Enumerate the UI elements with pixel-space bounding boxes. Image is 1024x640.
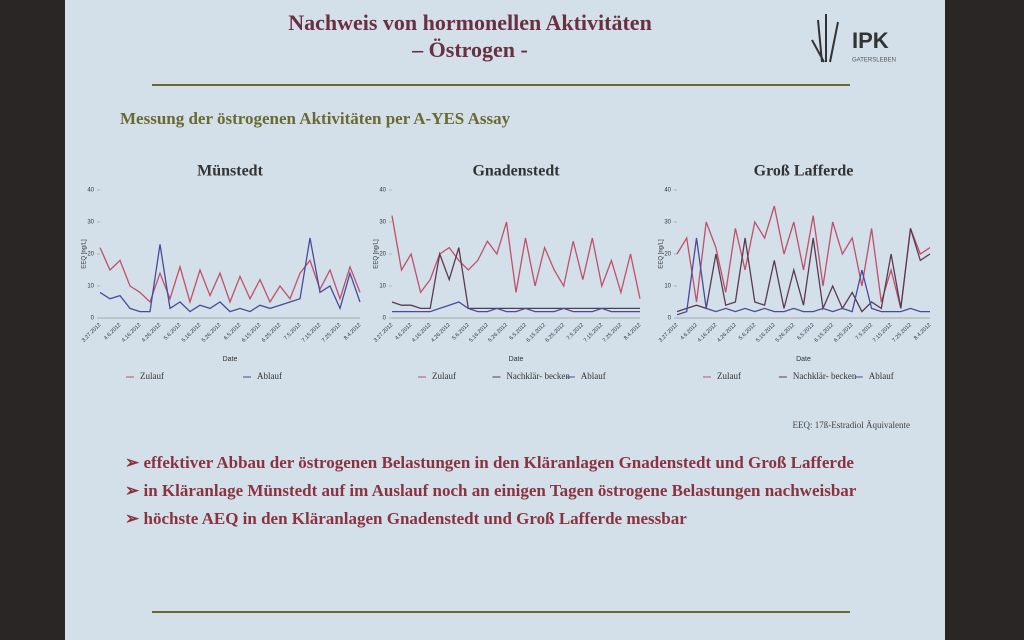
x-tick-label: 4.6.2012 xyxy=(680,322,699,341)
logo-sub: GATERSLEBEN xyxy=(852,58,896,64)
x-tick-label: 7.5.2012 xyxy=(283,322,302,341)
y-tick-label: 30 xyxy=(664,220,671,226)
legend-label: Nachklär- becken xyxy=(506,371,570,381)
x-tick-label: 8.4.2012 xyxy=(343,322,362,341)
y-tick-label: 20 xyxy=(664,252,671,258)
bullet-marker: ➢ xyxy=(125,453,144,472)
y-axis-label: EEQ [ng/L] xyxy=(659,239,665,269)
chart-title: Münstedt xyxy=(197,163,263,180)
x-tick-label: 4.26.2012 xyxy=(141,322,163,344)
legend-label: Zulauf xyxy=(432,371,456,381)
x-tick-label: 4.16.2012 xyxy=(697,322,719,344)
legend-label: Zulauf xyxy=(717,371,741,381)
x-tick-label: 5.26.2012 xyxy=(201,322,223,344)
x-tick-label: 6.5.2012 xyxy=(796,322,815,341)
y-tick-label: 10 xyxy=(664,284,671,290)
series-line xyxy=(99,237,361,313)
x-tick-label: 6.25.2012 xyxy=(545,322,567,344)
series-line xyxy=(392,301,640,313)
y-tick-label: 40 xyxy=(87,188,94,194)
series-line xyxy=(676,237,930,316)
x-tick-label: 4.26.2012 xyxy=(716,322,738,344)
x-tick-label: 8.4.2012 xyxy=(623,322,642,341)
note: EEQ: 17ß-Estradiol Äquivalente xyxy=(793,420,910,430)
title-line: – Östrogen - xyxy=(411,37,528,62)
y-tick-label: 40 xyxy=(379,188,386,194)
y-tick-label: 0 xyxy=(668,316,672,322)
x-tick-label: 6.15.2012 xyxy=(241,322,263,344)
x-tick-label: 4.16.2012 xyxy=(411,322,433,344)
x-tick-label: 6.25.2012 xyxy=(833,322,855,344)
y-tick-label: 40 xyxy=(664,188,671,194)
y-tick-label: 10 xyxy=(87,284,94,290)
bullet-text: in Kläranlage Münstedt auf im Auslauf no… xyxy=(143,481,857,500)
x-tick-label: 5.26.2012 xyxy=(775,322,797,344)
x-tick-label: 7.15.2012 xyxy=(872,322,894,344)
x-tick-label: 3.27.2012 xyxy=(658,322,680,344)
x-tick-label: 3.27.2012 xyxy=(373,322,395,344)
bullet-marker: ➢ xyxy=(125,481,144,500)
x-axis-label: Date xyxy=(223,356,238,363)
x-tick-label: 7.25.2012 xyxy=(891,322,913,344)
y-axis-label: EEQ [ng/L] xyxy=(374,239,380,269)
series-line xyxy=(99,247,361,305)
legend-label: Nachklär- becken xyxy=(793,371,857,381)
title-line: Nachweis von hormonellen Aktivitäten xyxy=(288,10,652,35)
y-tick-label: 10 xyxy=(379,284,386,290)
y-tick-label: 30 xyxy=(379,220,386,226)
bullet-list: ➢ effektiver Abbau der östrogenen Belast… xyxy=(125,452,905,536)
x-tick-label: 7.25.2012 xyxy=(602,322,624,344)
x-tick-label: 7.15.2012 xyxy=(301,322,323,344)
slide xyxy=(65,0,945,640)
legend-label: Ablauf xyxy=(581,371,606,381)
bullet: ➢ höchste AEQ in den Kläranlagen Gnadens… xyxy=(125,508,905,529)
y-tick-label: 30 xyxy=(87,220,94,226)
x-tick-label: 7.5.2012 xyxy=(855,322,874,341)
x-tick-label: 5.16.2012 xyxy=(181,322,203,344)
chart-title: Groß Lafferde xyxy=(754,163,854,180)
logo: IPK xyxy=(852,28,889,53)
series-line xyxy=(391,215,641,299)
x-tick-label: 4.6.2012 xyxy=(103,322,122,341)
y-tick-label: 20 xyxy=(379,252,386,258)
bullet: ➢ effektiver Abbau der östrogenen Belast… xyxy=(125,452,905,473)
legend-label: Zulauf xyxy=(140,371,164,381)
bullet: ➢ in Kläranlage Münstedt auf im Auslauf … xyxy=(125,480,905,501)
x-axis-label: Date xyxy=(509,356,524,363)
y-tick-label: 0 xyxy=(383,316,387,322)
x-tick-label: 6.15.2012 xyxy=(526,322,548,344)
chart-title: Gnadenstedt xyxy=(472,163,560,180)
x-tick-label: 5.6.2012 xyxy=(163,322,182,341)
x-tick-label: 5.16.2012 xyxy=(755,322,777,344)
x-tick-label: 8.4.2012 xyxy=(913,322,932,341)
bullet-marker: ➢ xyxy=(125,509,144,528)
y-axis-label: EEQ [ng/L] xyxy=(82,239,88,269)
x-tick-label: 4.16.2012 xyxy=(121,322,143,344)
x-tick-label: 7.15.2012 xyxy=(583,322,605,344)
subtitle: Messung der östrogenen Aktivitäten per A… xyxy=(120,109,511,128)
legend-label: Ablauf xyxy=(869,371,894,381)
x-tick-label: 5.26.2012 xyxy=(487,322,509,344)
series-line xyxy=(391,247,640,310)
x-tick-label: 7.25.2012 xyxy=(321,322,343,344)
series-line xyxy=(676,205,931,309)
y-tick-label: 20 xyxy=(87,252,94,258)
x-tick-label: 6.5.2012 xyxy=(223,322,242,341)
legend-label: Ablauf xyxy=(257,371,282,381)
x-axis-label: Date xyxy=(796,356,811,363)
x-tick-label: 3.27.2012 xyxy=(81,322,103,344)
y-tick-label: 0 xyxy=(91,316,95,322)
x-tick-label: 6.25.2012 xyxy=(261,322,283,344)
x-tick-label: 4.26.2012 xyxy=(430,322,452,344)
x-tick-label: 6.15.2012 xyxy=(814,322,836,344)
x-tick-label: 5.16.2012 xyxy=(468,322,490,344)
bullet-text: effektiver Abbau der östrogenen Belastun… xyxy=(143,453,854,472)
series-line xyxy=(676,228,931,313)
bullet-text: höchste AEQ in den Kläranlagen Gnadenste… xyxy=(143,509,687,528)
logo-icon xyxy=(811,14,839,63)
x-tick-label: 5.6.2012 xyxy=(738,322,757,341)
